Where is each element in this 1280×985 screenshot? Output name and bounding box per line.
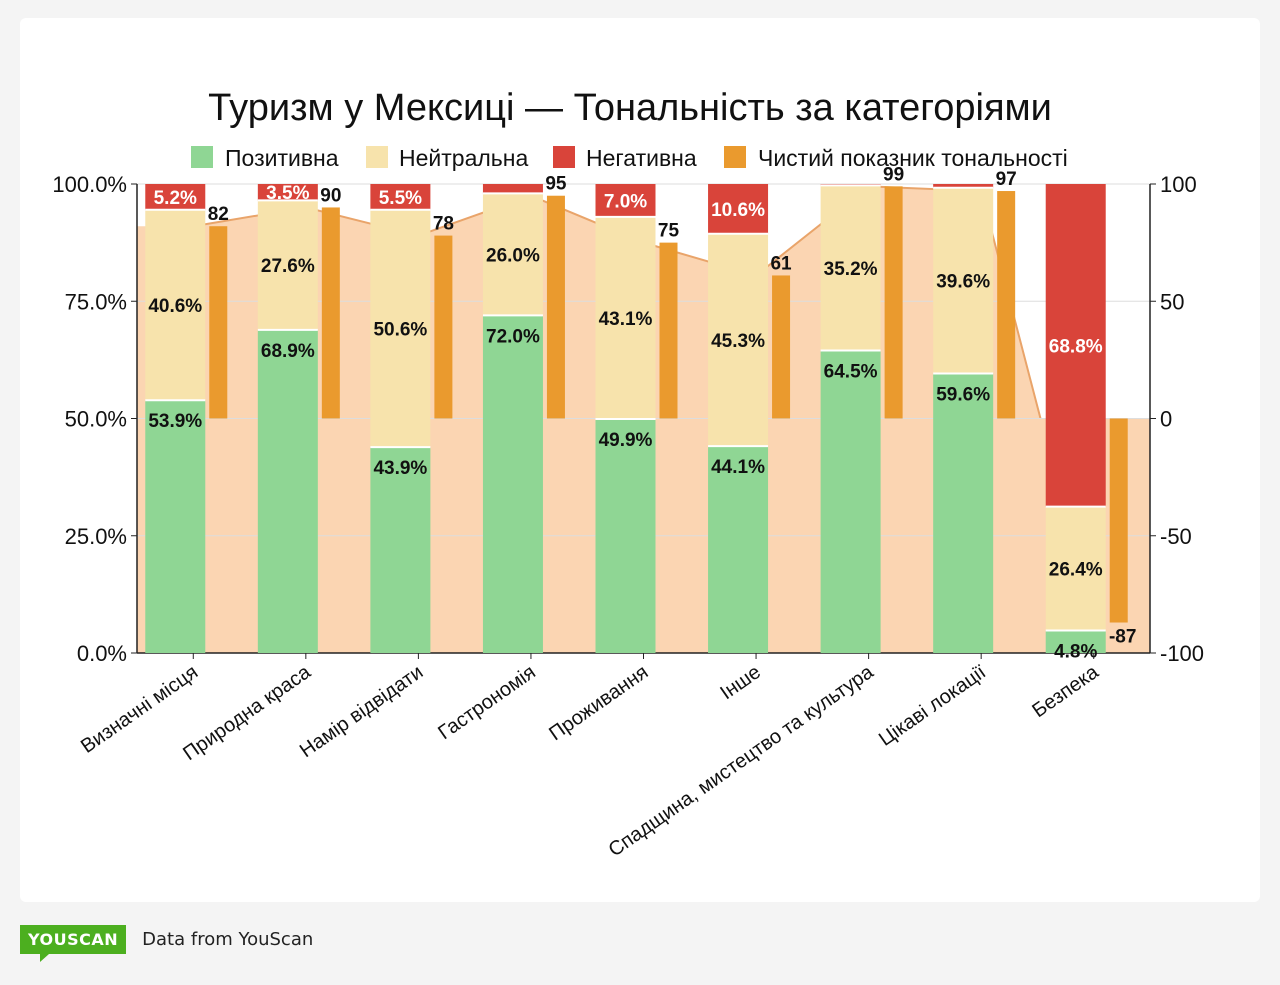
legend-swatch-net-score xyxy=(724,146,746,168)
legend-swatch-neutral xyxy=(366,146,388,168)
bar-net-score xyxy=(772,275,791,419)
bar-label-negative: 5.5% xyxy=(379,188,422,209)
x-tick-label: Проживання xyxy=(545,661,652,745)
bar-label-positive: 53.9% xyxy=(148,411,202,432)
bar-label-positive: 4.8% xyxy=(1054,641,1097,662)
net-score-label: 95 xyxy=(545,174,567,195)
bar-neutral xyxy=(933,187,994,374)
bar-positive xyxy=(257,329,318,653)
bar-positive xyxy=(482,315,543,653)
net-score-label: 99 xyxy=(883,164,904,185)
bar-net-score xyxy=(1109,418,1128,623)
footer-source-text: Data from YouScan xyxy=(142,929,314,950)
right-tick-label: 100 xyxy=(1160,172,1197,197)
bar-negative xyxy=(145,184,206,210)
bar-label-neutral: 50.6% xyxy=(373,319,427,340)
bar-net-score xyxy=(659,242,678,419)
bar-label-neutral: 35.2% xyxy=(824,259,878,280)
bar-neutral xyxy=(1045,506,1106,631)
net-score-label: 78 xyxy=(433,214,454,235)
bar-negative xyxy=(482,184,543,194)
left-tick-label: 50.0% xyxy=(65,407,127,432)
bar-positive xyxy=(933,373,994,653)
bar-negative xyxy=(1045,184,1106,507)
bar-label-neutral: 26.4% xyxy=(1049,560,1103,581)
bar-label-neutral: 43.1% xyxy=(599,309,653,330)
left-tick-label: 25.0% xyxy=(65,524,127,549)
bar-net-score xyxy=(546,195,565,419)
chart-title: Туризм у Мексиці — Тональність за катего… xyxy=(208,87,1052,129)
bar-neutral xyxy=(708,233,769,447)
footer: YOUSCAN Data from YouScan xyxy=(20,925,314,962)
bar-label-positive: 68.9% xyxy=(261,341,315,362)
youscan-logo: YOUSCAN xyxy=(20,925,127,962)
bar-negative xyxy=(933,184,994,188)
legend-label-negative: Негативна xyxy=(586,145,697,171)
bar-label-negative: 3.5% xyxy=(266,183,309,204)
net-score-label: 61 xyxy=(770,253,792,274)
bar-neutral xyxy=(820,185,881,351)
bar-positive xyxy=(145,400,206,653)
bar-label-positive: 59.6% xyxy=(936,384,990,405)
bar-positive xyxy=(1045,630,1106,653)
bar-positive xyxy=(595,418,656,653)
legend-swatch-negative xyxy=(553,146,575,168)
bar-label-negative: 68.8% xyxy=(1049,336,1103,357)
bar-neutral xyxy=(370,209,431,448)
bar-label-positive: 43.9% xyxy=(373,458,427,479)
legend: Позитивна Нейтральна Негативна Чистий по… xyxy=(191,145,1068,171)
x-tick-label: Цікаві локації xyxy=(875,661,990,751)
net-score-label: 90 xyxy=(320,185,341,206)
bar-label-neutral: 40.6% xyxy=(148,296,202,317)
bar-label-neutral: 45.3% xyxy=(711,331,765,352)
legend-swatch-positive xyxy=(191,146,213,168)
plot-area: 0.0% 25.0% 50.0% 75.0% 100.0% -100 -50 0 50 100 53… xyxy=(52,164,1204,861)
bar-negative xyxy=(708,184,769,234)
bar-negative xyxy=(370,184,431,210)
bar-label-negative: 5.2% xyxy=(154,188,197,209)
net-score-label: 97 xyxy=(996,169,1017,190)
bar-net-score xyxy=(434,235,453,419)
x-tick-label: Намір відвідати xyxy=(296,661,427,762)
left-tick-label: 100.0% xyxy=(52,172,127,197)
bar-net-score xyxy=(997,191,1016,419)
bar-neutral xyxy=(482,193,543,316)
right-tick-label: -50 xyxy=(1160,524,1192,549)
bar-label-negative: 10.6% xyxy=(711,200,765,221)
bar-negative xyxy=(257,184,318,201)
bar-positive xyxy=(708,446,769,653)
bar-net-score xyxy=(209,226,228,419)
x-tick-label: Гастрономія xyxy=(434,661,540,744)
right-tick-label: 0 xyxy=(1160,407,1172,432)
bar-label-neutral: 39.6% xyxy=(936,272,990,293)
bar-positive xyxy=(370,447,431,653)
x-tick-label: Інше xyxy=(716,661,764,704)
bar-neutral xyxy=(595,216,656,419)
bar-positive xyxy=(820,350,881,653)
net-score-label: -87 xyxy=(1109,627,1136,648)
right-tick-label: 50 xyxy=(1160,289,1184,314)
bar-label-positive: 64.5% xyxy=(824,361,878,382)
left-tick-label: 0.0% xyxy=(77,641,127,666)
bar-neutral xyxy=(145,209,206,401)
bar-net-score xyxy=(321,207,340,419)
left-tick-label: 75.0% xyxy=(65,289,127,314)
bar-negative xyxy=(595,184,656,217)
bar-net-score xyxy=(884,186,903,419)
bar-label-neutral: 27.6% xyxy=(261,256,315,277)
bar-neutral xyxy=(257,200,318,330)
legend-label-net-score: Чистий показник тональності xyxy=(758,145,1068,171)
legend-label-positive: Позитивна xyxy=(225,145,339,171)
bar-label-neutral: 26.0% xyxy=(486,245,540,266)
bar-label-positive: 72.0% xyxy=(486,326,540,347)
net-score-label: 82 xyxy=(208,204,229,225)
bar-label-positive: 49.9% xyxy=(599,430,653,451)
net-score-label: 75 xyxy=(658,221,680,242)
bar-label-positive: 44.1% xyxy=(711,457,765,478)
bar-label-negative: 7.0% xyxy=(604,191,647,212)
legend-label-neutral: Нейтральна xyxy=(399,145,528,171)
x-tick-label: Безпека xyxy=(1028,661,1103,723)
right-tick-label: -100 xyxy=(1160,641,1204,666)
